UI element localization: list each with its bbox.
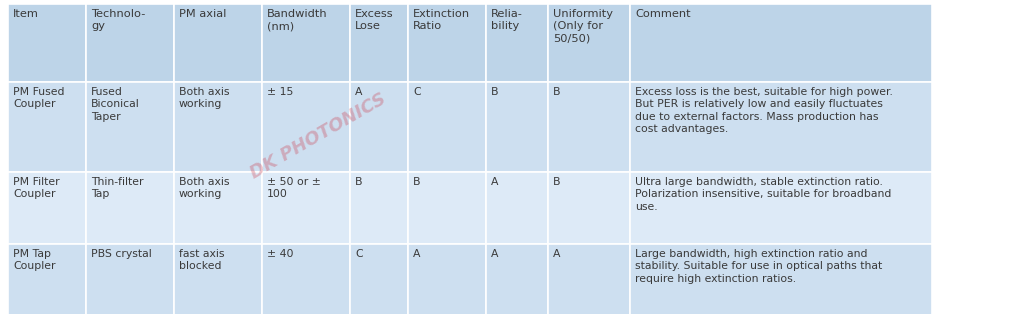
Bar	[408, 172, 486, 244]
Text: Excess loss is the best, suitable for high power.
But PER is relatively low and : Excess loss is the best, suitable for hi…	[635, 87, 893, 134]
Bar	[630, 244, 932, 314]
Text: Ultra large bandwidth, stable extinction ratio.
Polarization insensitive, suitab: Ultra large bandwidth, stable extinction…	[635, 177, 891, 212]
Text: Comment: Comment	[635, 9, 690, 19]
Text: ± 50 or ±
100: ± 50 or ± 100	[267, 177, 321, 199]
Bar	[86, 244, 174, 314]
Text: Both axis
working: Both axis working	[179, 87, 229, 109]
Text: PBS crystal: PBS crystal	[91, 249, 152, 259]
Text: ± 40: ± 40	[267, 249, 294, 259]
Text: Relia-
bility: Relia- bility	[490, 9, 523, 31]
Text: PM Filter
Coupler: PM Filter Coupler	[13, 177, 59, 199]
Text: B: B	[413, 177, 421, 187]
Bar	[486, 244, 548, 314]
Bar	[630, 172, 932, 244]
Bar	[262, 172, 350, 244]
Bar	[408, 4, 486, 82]
Text: B: B	[490, 87, 499, 97]
Bar	[86, 4, 174, 82]
Bar	[174, 4, 262, 82]
Text: PM Tap
Coupler: PM Tap Coupler	[13, 249, 55, 271]
Bar	[548, 244, 630, 314]
Bar	[262, 82, 350, 172]
Text: Extinction
Ratio: Extinction Ratio	[413, 9, 470, 31]
Text: A: A	[490, 177, 499, 187]
Bar	[86, 82, 174, 172]
Text: Bandwidth
(nm): Bandwidth (nm)	[267, 9, 328, 31]
Text: A: A	[355, 87, 362, 97]
Bar	[174, 82, 262, 172]
Bar	[350, 244, 408, 314]
Text: ± 15: ± 15	[267, 87, 293, 97]
Text: B: B	[355, 177, 362, 187]
Bar	[630, 82, 932, 172]
Bar	[8, 244, 86, 314]
Bar	[486, 4, 548, 82]
Text: PM Fused
Coupler: PM Fused Coupler	[13, 87, 65, 109]
Text: PM axial: PM axial	[179, 9, 226, 19]
Bar	[548, 82, 630, 172]
Text: fast axis
blocked: fast axis blocked	[179, 249, 224, 271]
Text: Technolo-
gy: Technolo- gy	[91, 9, 145, 31]
Bar	[262, 244, 350, 314]
Text: Fused
Biconical
Taper: Fused Biconical Taper	[91, 87, 139, 122]
Text: Uniformity
(Only for
50/50): Uniformity (Only for 50/50)	[553, 9, 613, 44]
Bar	[408, 244, 486, 314]
Text: Both axis
working: Both axis working	[179, 177, 229, 199]
Bar	[408, 82, 486, 172]
Text: C: C	[413, 87, 421, 97]
Text: A: A	[413, 249, 421, 259]
Text: B: B	[553, 87, 560, 97]
Bar	[486, 172, 548, 244]
Bar	[350, 82, 408, 172]
Text: Excess
Lose: Excess Lose	[355, 9, 393, 31]
Bar	[630, 4, 932, 82]
Text: A: A	[553, 249, 560, 259]
Text: Large bandwidth, high extinction ratio and
stability. Suitable for use in optica: Large bandwidth, high extinction ratio a…	[635, 249, 883, 284]
Text: Item: Item	[13, 9, 39, 19]
Text: B: B	[553, 177, 560, 187]
Text: Thin-filter
Tap: Thin-filter Tap	[91, 177, 143, 199]
Bar	[174, 172, 262, 244]
Bar	[86, 172, 174, 244]
Bar	[548, 4, 630, 82]
Text: C: C	[355, 249, 362, 259]
Bar	[486, 82, 548, 172]
Bar	[548, 172, 630, 244]
Bar	[350, 4, 408, 82]
Bar	[262, 4, 350, 82]
Bar	[8, 4, 86, 82]
Bar	[174, 244, 262, 314]
Bar	[8, 82, 86, 172]
Text: A: A	[490, 249, 499, 259]
Bar	[350, 172, 408, 244]
Text: DK PHOTONICS: DK PHOTONICS	[247, 90, 389, 182]
Bar	[8, 172, 86, 244]
